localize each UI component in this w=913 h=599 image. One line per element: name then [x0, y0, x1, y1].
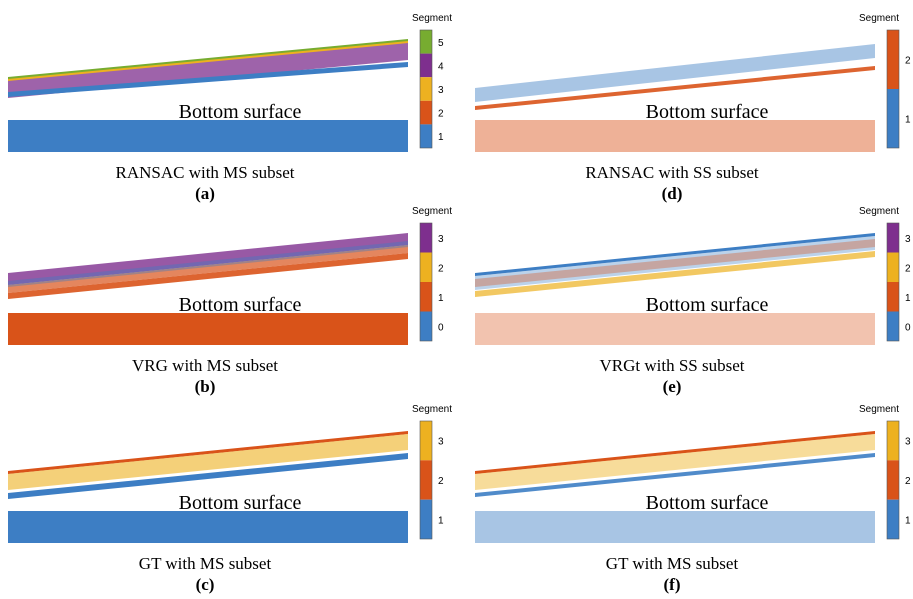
colorbar-label: 1 — [438, 293, 444, 304]
colorbar-label: 2 — [905, 476, 911, 487]
colorbar-label: 1 — [905, 115, 911, 126]
colorbar-label: 2 — [438, 476, 444, 487]
colorbar-label: 3 — [905, 437, 911, 448]
colorbar-label: 1 — [438, 132, 444, 143]
colorbar-label: 3 — [438, 234, 444, 245]
colorbar-segment — [887, 460, 899, 500]
caption: GT with MS subset — [606, 554, 739, 573]
bottom-surface-points — [475, 313, 875, 345]
point-band — [8, 233, 408, 285]
bottom-surface-points — [8, 511, 408, 543]
surface-label: Bottom surface — [179, 492, 302, 514]
panel-label: (f) — [664, 575, 681, 594]
colorbar-label: 2 — [438, 109, 444, 120]
point-band — [475, 66, 875, 110]
surface-label: Bottom surface — [646, 294, 769, 316]
colorbar-frame — [419, 29, 433, 149]
surface-label: Bottom surface — [646, 101, 769, 123]
point-band — [8, 62, 408, 97]
point-band — [8, 453, 408, 499]
colorbar-label: 3 — [905, 234, 911, 245]
colorbar-segment — [420, 100, 432, 125]
bottom-surface-points — [475, 511, 875, 543]
colorbar-segment — [887, 311, 899, 341]
colorbar-frame — [886, 29, 900, 149]
colorbar-title: Segment — [412, 404, 452, 415]
colorbar-frame — [886, 222, 900, 342]
colorbar-segment — [887, 499, 899, 539]
colorbar-title: Segment — [859, 404, 899, 415]
caption: RANSAC with MS subset — [115, 163, 294, 182]
colorbar-label: 3 — [438, 85, 444, 96]
colorbar-title: Segment — [859, 206, 899, 217]
colorbar-label: 2 — [438, 263, 444, 274]
point-band — [475, 431, 875, 474]
colorbar-segment — [420, 460, 432, 500]
panel-label: (d) — [662, 184, 683, 203]
colorbar-segment — [887, 89, 899, 148]
panel-label: (c) — [196, 575, 215, 594]
colorbar-label: 2 — [905, 263, 911, 274]
point-band — [475, 453, 875, 497]
point-band — [475, 251, 875, 297]
panel-label: (e) — [663, 377, 682, 396]
colorbar-title: Segment — [412, 206, 452, 217]
colorbar-frame — [886, 420, 900, 540]
colorbar-segment — [887, 282, 899, 312]
colorbar-label: 0 — [438, 322, 444, 333]
caption: VRG with MS subset — [132, 356, 278, 375]
colorbar-label: 1 — [905, 293, 911, 304]
colorbar-label: 1 — [438, 515, 444, 526]
point-band — [475, 239, 875, 287]
bottom-surface-points — [8, 313, 408, 345]
colorbar-segment — [887, 223, 899, 253]
colorbar-segment — [420, 499, 432, 539]
colorbar-title: Segment — [412, 13, 452, 24]
colorbar-segment — [420, 311, 432, 341]
colorbar-frame — [419, 420, 433, 540]
surface-label: Bottom surface — [179, 294, 302, 316]
point-band — [475, 44, 875, 102]
colorbar-segment — [887, 421, 899, 461]
point-band — [475, 434, 875, 490]
point-band — [8, 42, 408, 98]
colorbar-segment — [420, 53, 432, 78]
colorbar-segment — [420, 252, 432, 282]
colorbar-segment — [420, 124, 432, 148]
colorbar-segment — [420, 421, 432, 461]
colorbar-label: 3 — [438, 437, 444, 448]
bottom-surface-points — [475, 120, 875, 152]
colorbar-segment — [420, 77, 432, 101]
point-band — [8, 431, 408, 474]
colorbar-segment — [420, 223, 432, 253]
point-band — [8, 434, 408, 490]
caption: RANSAC with SS subset — [585, 163, 759, 182]
point-band — [8, 39, 408, 79]
surface-label: Bottom surface — [646, 492, 769, 514]
point-band — [8, 241, 408, 287]
colorbar-label: 1 — [905, 515, 911, 526]
caption: VRGt with SS subset — [600, 356, 745, 375]
point-band — [8, 245, 408, 293]
surface-label: Bottom surface — [179, 101, 302, 123]
colorbar-label: 5 — [438, 38, 444, 49]
panel-label: (a) — [195, 184, 215, 203]
colorbar-label: 0 — [905, 322, 911, 333]
point-band — [475, 233, 875, 276]
colorbar-title: Segment — [859, 13, 899, 24]
colorbar-label: 4 — [438, 61, 444, 72]
point-band — [475, 236, 875, 290]
colorbar-segment — [887, 252, 899, 282]
panel-label: (b) — [195, 377, 216, 396]
caption: GT with MS subset — [139, 554, 272, 573]
colorbar-segment — [887, 30, 899, 89]
colorbar-label: 2 — [905, 56, 911, 67]
colorbar-frame — [419, 222, 433, 342]
point-band — [8, 253, 408, 299]
colorbar-segment — [420, 282, 432, 312]
colorbar-segment — [420, 30, 432, 54]
bottom-surface-points — [8, 120, 408, 152]
